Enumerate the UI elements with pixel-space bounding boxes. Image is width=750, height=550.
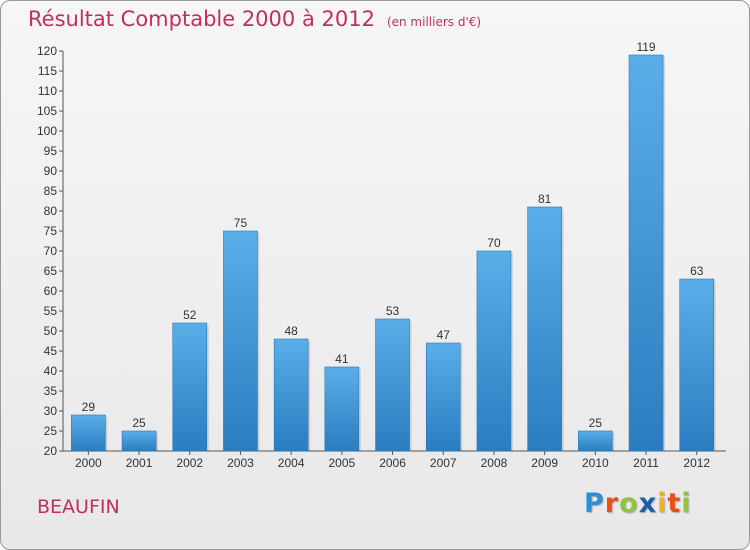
bar-value-label: 29 [82, 400, 96, 414]
x-tick-label: 2000 [75, 456, 102, 470]
chart-title: Résultat Comptable 2000 à 2012 (en millie… [28, 7, 481, 31]
x-tick-label: 2009 [531, 456, 558, 470]
x-tick-label: 2008 [481, 456, 508, 470]
place-name: BEAUFIN [37, 496, 120, 518]
bar-2000 [71, 414, 106, 452]
x-tick-label: 2004 [278, 456, 305, 470]
x-tick-label: 2006 [379, 456, 406, 470]
y-tick-label: 70 [44, 244, 58, 258]
x-tick-label: 2005 [328, 456, 355, 470]
y-tick-label: 35 [44, 384, 58, 398]
bar-value-label: 25 [589, 416, 603, 430]
x-tick-label: 2007 [430, 456, 457, 470]
bar-2001 [121, 430, 157, 452]
y-tick-label: 115 [38, 64, 57, 78]
logo-letter: o [619, 488, 639, 519]
logo-letter: x [638, 488, 658, 519]
proxiti-logo: Proxiti [584, 488, 692, 519]
x-tick-label: 2011 [633, 456, 659, 470]
bar-value-label: 41 [335, 352, 349, 366]
bar-2003 [223, 230, 258, 452]
x-tick-label: 2001 [126, 456, 153, 470]
bar-value-label: 52 [183, 308, 197, 322]
x-tick-label: 2012 [683, 456, 710, 470]
bar-value-label: 25 [132, 416, 146, 430]
x-tick-label: 2003 [227, 456, 254, 470]
bar-2004 [273, 338, 309, 452]
y-tick-label: 20 [44, 444, 58, 458]
bar-value-label: 48 [284, 324, 298, 338]
bar-value-label: 63 [690, 264, 704, 278]
y-tick-label: 75 [44, 224, 58, 238]
bar-value-label: 119 [636, 40, 655, 54]
bar-2006 [375, 318, 410, 452]
bar-value-label: 47 [437, 328, 451, 342]
bar-2012 [679, 278, 715, 452]
bar-value-label: 81 [538, 192, 552, 206]
bar-2009 [527, 206, 562, 452]
logo-letter: i [657, 488, 668, 519]
y-tick-label: 110 [38, 84, 57, 98]
logo-letter: P [584, 488, 605, 519]
y-tick-label: 65 [44, 264, 58, 278]
axis-layer: 20 25 30 35 40 45 50 55 60 65 70 75 80 85 90 95 100 105 11… [37, 44, 727, 470]
y-tick-label: 105 [37, 104, 57, 118]
bars-layer: 29 25 52 75 48 41 53 47 70 81 25 119 63 [71, 40, 716, 452]
bar-2010 [578, 430, 613, 452]
bar-value-label: 70 [487, 236, 501, 250]
bar-2008 [476, 250, 512, 452]
x-tick-label: 2002 [176, 456, 203, 470]
y-tick-label: 95 [44, 144, 58, 158]
logo-letter: t [667, 488, 682, 519]
y-tick-label: 40 [44, 364, 58, 378]
y-tick-label: 55 [44, 304, 58, 318]
y-tick-label: 80 [44, 204, 58, 218]
y-tick-label: 85 [44, 184, 58, 198]
bar-2011 [628, 54, 664, 452]
y-tick-label: 45 [44, 344, 58, 358]
bar-2007 [425, 342, 461, 452]
bar-2005 [324, 366, 360, 452]
bar-value-label: 75 [234, 216, 248, 230]
y-tick-label: 25 [44, 424, 58, 438]
logo-letter: i [681, 488, 692, 519]
logo-letter: r [604, 488, 620, 519]
y-tick-label: 90 [44, 164, 58, 178]
bar-value-label: 53 [386, 304, 400, 318]
y-tick-label: 30 [44, 404, 58, 418]
x-tick-label: 2010 [582, 456, 609, 470]
y-tick-label: 60 [44, 284, 58, 298]
title-text: Résultat Comptable 2000 à 2012 [28, 7, 375, 31]
y-tick-label: 50 [44, 324, 58, 338]
y-tick-label: 100 [37, 124, 57, 138]
y-tick-label: 120 [37, 44, 57, 58]
bar-2002 [172, 322, 208, 452]
chart-subtitle: (en milliers d'€) [386, 15, 482, 29]
